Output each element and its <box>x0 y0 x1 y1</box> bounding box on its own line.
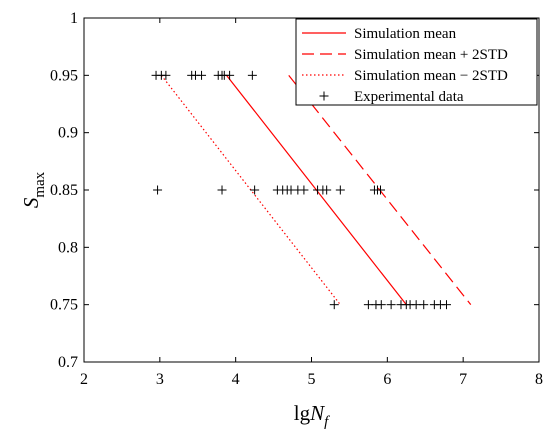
legend-swatch <box>319 91 329 101</box>
data-point <box>161 70 171 80</box>
data-point <box>247 70 257 80</box>
legend-label: Simulation mean <box>354 26 457 42</box>
data-point <box>441 300 451 310</box>
data-point <box>329 300 339 310</box>
x-tick-label: 2 <box>80 371 88 388</box>
legend-label: Experimental data <box>354 89 464 105</box>
x-tick-labels: 2 3 4 5 6 7 8 <box>80 371 543 388</box>
data-point <box>250 185 260 195</box>
y-tick-label: 0.95 <box>50 67 78 84</box>
data-point <box>376 185 386 195</box>
legend-label: Simulation mean + 2STD <box>354 47 508 63</box>
x-axis-title: lgNf <box>294 401 330 430</box>
legend-label: Simulation mean − 2STD <box>354 68 508 84</box>
x-tick-label: 3 <box>156 371 164 388</box>
y-tick-label: 0.85 <box>50 182 78 199</box>
x-tick-label: 7 <box>459 371 467 388</box>
data-point <box>376 300 386 310</box>
data-point <box>386 300 396 310</box>
y-tick-label: 0.7 <box>58 354 78 371</box>
legend: Simulation mean Simulation mean + 2STD Sim… <box>295 18 538 106</box>
data-point <box>419 300 429 310</box>
data-point <box>299 185 309 195</box>
data-point <box>153 185 163 195</box>
experimental-markers <box>151 70 451 310</box>
data-point <box>197 70 207 80</box>
data-point <box>225 70 235 80</box>
x-tick-label: 8 <box>535 371 543 388</box>
y-tick-label: 1 <box>70 10 78 27</box>
y-axis-title: Smax <box>19 171 48 208</box>
x-tick-label: 6 <box>383 371 391 388</box>
x-tick-label: 5 <box>308 371 316 388</box>
y-tick-label: 0.9 <box>58 125 78 142</box>
y-tick-labels: 0.7 0.75 0.8 0.85 0.9 0.95 1 <box>50 10 78 371</box>
data-point <box>363 300 373 310</box>
data-point <box>411 300 421 310</box>
x-tick-label: 4 <box>232 371 240 388</box>
data-point <box>335 185 345 195</box>
data-point <box>322 185 332 195</box>
data-point <box>217 185 227 195</box>
y-tick-label: 0.8 <box>58 239 78 256</box>
y-tick-label: 0.75 <box>50 297 78 314</box>
